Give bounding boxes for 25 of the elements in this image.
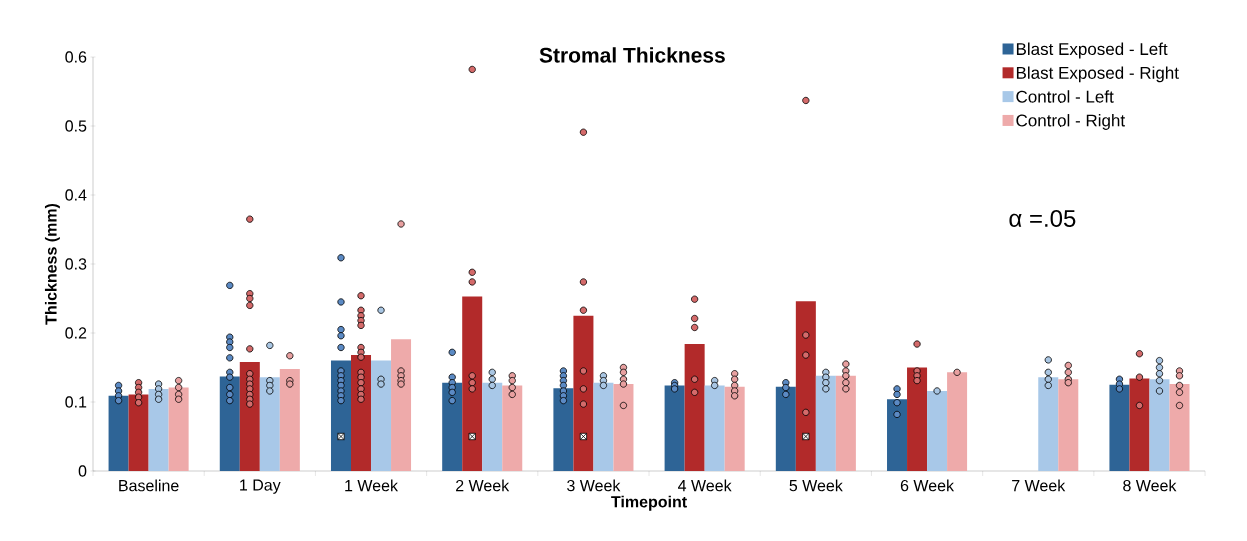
y-tick-label: 0.1 xyxy=(65,396,87,408)
y-tick-label: 0.4 xyxy=(65,189,87,201)
x-tick-label: 8 Week xyxy=(1123,479,1177,492)
legend-label: Control - Left xyxy=(1016,90,1114,103)
chart-title: Stromal Thickness xyxy=(539,47,725,63)
x-tick-label: 5 Week xyxy=(789,479,843,492)
x-tick-label: 2 Week xyxy=(456,479,510,492)
y-tick-label: 0.5 xyxy=(65,120,87,132)
y-tick-label: 0 xyxy=(78,465,87,477)
x-tick-label: 1 Week xyxy=(345,479,399,492)
x-axis-title: Timepoint xyxy=(611,495,687,511)
x-tick-label: 3 Week xyxy=(567,479,621,492)
x-tick-label: 1 Day xyxy=(240,479,281,494)
y-tick-label: 0.6 xyxy=(65,51,87,63)
x-tick-label: Baseline xyxy=(119,479,179,492)
x-tick-label: 4 Week xyxy=(678,479,732,492)
y-tick-label: 0.2 xyxy=(65,327,87,339)
legend-label: Blast Exposed - Right xyxy=(1016,66,1179,83)
legend-label: Blast Exposed - Left xyxy=(1016,42,1168,59)
y-axis-title: Thickness (mm) xyxy=(44,203,60,325)
legend-label: Control - Right xyxy=(1016,114,1125,130)
x-tick-label: 7 Week xyxy=(1012,479,1066,492)
x-tick-label: 6 Week xyxy=(900,479,955,492)
y-tick-label: 0.3 xyxy=(65,258,87,270)
annotation: α =.05 xyxy=(1009,209,1076,227)
